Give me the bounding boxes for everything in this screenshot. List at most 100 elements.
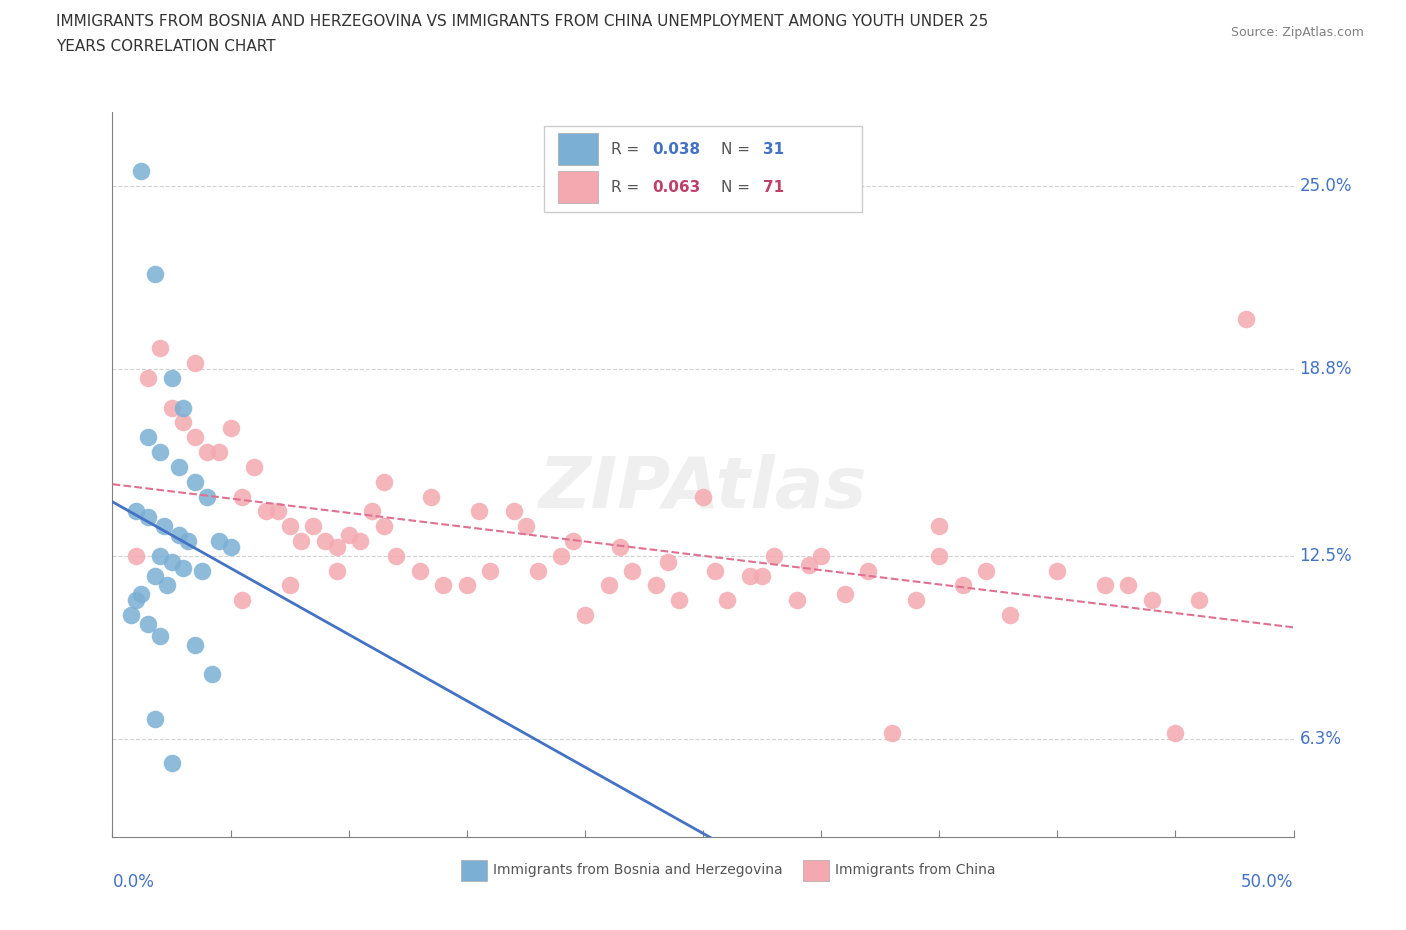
Point: [928, 549, 950, 564]
Point: [184, 356, 207, 371]
Point: [644, 578, 666, 592]
FancyBboxPatch shape: [803, 860, 830, 881]
Text: N =: N =: [721, 141, 755, 157]
Point: [799, 557, 821, 572]
Point: [976, 563, 998, 578]
Point: [149, 445, 172, 459]
Point: [432, 578, 454, 592]
Text: ZIPAtlas: ZIPAtlas: [538, 455, 868, 524]
FancyBboxPatch shape: [558, 171, 598, 203]
Point: [550, 549, 572, 564]
Point: [952, 578, 974, 592]
Point: [326, 539, 349, 554]
Point: [1116, 578, 1139, 592]
Point: [361, 504, 384, 519]
FancyBboxPatch shape: [461, 860, 486, 881]
Point: [668, 592, 690, 607]
Point: [120, 607, 142, 622]
Point: [834, 587, 856, 602]
Point: [243, 459, 266, 474]
Point: [1140, 592, 1163, 607]
Point: [609, 539, 631, 554]
Point: [786, 592, 808, 607]
Point: [998, 607, 1021, 622]
Point: [177, 534, 200, 549]
Text: Immigrants from Bosnia and Herzegovina: Immigrants from Bosnia and Herzegovina: [492, 863, 782, 877]
Point: [1046, 563, 1069, 578]
Point: [208, 534, 231, 549]
Point: [219, 539, 242, 554]
Point: [326, 563, 349, 578]
Point: [195, 489, 218, 504]
Point: [184, 637, 207, 652]
Point: [302, 519, 325, 534]
Point: [172, 560, 194, 575]
Text: N =: N =: [721, 179, 755, 194]
Point: [880, 726, 903, 741]
Point: [349, 534, 371, 549]
Point: [692, 489, 714, 504]
Point: [1164, 726, 1187, 741]
Point: [125, 549, 148, 564]
Point: [167, 459, 190, 474]
Point: [526, 563, 548, 578]
Text: Immigrants from China: Immigrants from China: [835, 863, 995, 877]
Point: [191, 563, 214, 578]
Point: [751, 569, 773, 584]
Text: 18.8%: 18.8%: [1299, 360, 1353, 379]
Point: [740, 569, 762, 584]
Point: [716, 592, 738, 607]
Point: [456, 578, 478, 592]
Point: [136, 510, 159, 525]
Point: [503, 504, 526, 519]
Text: Source: ZipAtlas.com: Source: ZipAtlas.com: [1230, 26, 1364, 39]
Point: [762, 549, 785, 564]
Point: [160, 400, 183, 415]
Point: [314, 534, 336, 549]
Point: [858, 563, 880, 578]
Point: [574, 607, 596, 622]
Point: [1188, 592, 1211, 607]
Point: [267, 504, 290, 519]
Point: [231, 592, 253, 607]
Point: [195, 445, 218, 459]
Point: [149, 549, 172, 564]
Point: [172, 400, 194, 415]
Point: [278, 519, 301, 534]
Point: [125, 504, 148, 519]
Point: [385, 549, 408, 564]
Point: [160, 554, 183, 569]
Point: [703, 563, 725, 578]
Point: [184, 474, 207, 489]
Point: [219, 421, 242, 436]
Point: [1094, 578, 1116, 592]
Point: [254, 504, 277, 519]
Point: [143, 569, 166, 584]
Point: [136, 371, 159, 386]
Point: [156, 578, 179, 592]
Point: [160, 371, 183, 386]
Point: [129, 164, 152, 179]
Point: [149, 629, 172, 644]
Point: [467, 504, 489, 519]
Point: [167, 527, 190, 542]
FancyBboxPatch shape: [544, 126, 862, 212]
Point: [904, 592, 927, 607]
Text: 6.3%: 6.3%: [1299, 730, 1341, 749]
Text: 25.0%: 25.0%: [1299, 177, 1353, 194]
Text: R =: R =: [610, 179, 644, 194]
Text: 12.5%: 12.5%: [1299, 547, 1353, 565]
Point: [136, 617, 159, 631]
Point: [810, 549, 832, 564]
Point: [160, 755, 183, 770]
Text: 71: 71: [763, 179, 785, 194]
Text: 0.0%: 0.0%: [112, 873, 155, 891]
Point: [420, 489, 443, 504]
Point: [201, 667, 224, 682]
Point: [373, 519, 395, 534]
Text: IMMIGRANTS FROM BOSNIA AND HERZEGOVINA VS IMMIGRANTS FROM CHINA UNEMPLOYMENT AMO: IMMIGRANTS FROM BOSNIA AND HERZEGOVINA V…: [56, 14, 988, 29]
Point: [143, 267, 166, 282]
Point: [153, 519, 176, 534]
Point: [290, 534, 312, 549]
Point: [408, 563, 430, 578]
